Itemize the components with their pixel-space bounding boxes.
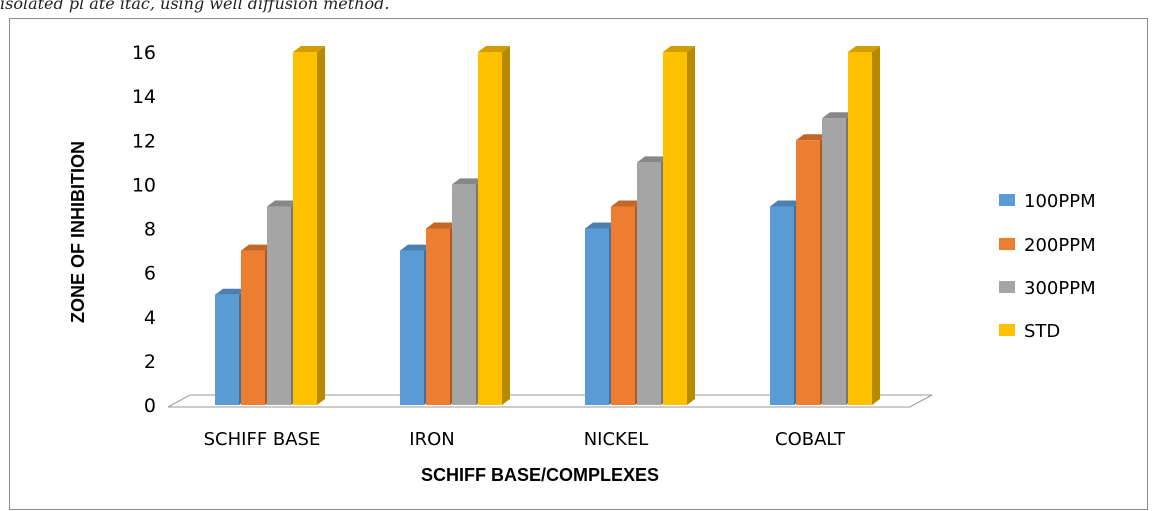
- bar: [663, 46, 695, 405]
- bar-top: [426, 222, 458, 229]
- legend-item: 100PPM: [999, 191, 1096, 212]
- y-tick-label: 8: [144, 219, 156, 241]
- legend-swatch: [999, 324, 1015, 336]
- bar-side: [317, 46, 325, 405]
- bar-front: [452, 184, 476, 405]
- legend-item: STD: [999, 321, 1060, 342]
- legend-swatch: [999, 238, 1015, 250]
- figure-caption: isolated pl até itac, using well diffusi…: [0, 0, 390, 13]
- bar-front: [796, 140, 820, 405]
- x-category-label: NICKEL: [584, 429, 649, 450]
- y-tick-label: 12: [132, 130, 156, 152]
- legend: 100PPM 200PPM 300PPM STD: [999, 191, 1096, 342]
- bar: [848, 46, 880, 405]
- bar-front: [585, 228, 609, 405]
- x-category-label: IRON: [409, 429, 454, 450]
- chart-floor: [167, 394, 933, 408]
- legend-item: 300PPM: [999, 278, 1096, 299]
- legend-swatch: [999, 281, 1015, 293]
- bar-top: [796, 134, 828, 141]
- x-category-label: SCHIFF BASE: [204, 429, 321, 450]
- bar-front: [267, 206, 291, 405]
- y-tick-label: 2: [144, 351, 156, 373]
- legend-label: 100PPM: [1024, 191, 1096, 212]
- y-axis-title: ZONE OF INHIBITION: [68, 141, 88, 323]
- x-axis-categories: SCHIFF BASE IRON NICKEL COBALT: [204, 429, 846, 450]
- y-tick-label: 4: [144, 307, 156, 329]
- legend-swatch: [999, 194, 1015, 206]
- bar-top: [585, 222, 617, 229]
- bar-top: [452, 178, 484, 185]
- bar-top: [611, 200, 643, 207]
- bar-top: [293, 46, 325, 52]
- bar-top: [637, 156, 669, 163]
- y-tick-label: 16: [132, 42, 156, 64]
- chart-frame: [9, 18, 1148, 510]
- bar-top: [400, 244, 432, 251]
- bar-front: [770, 206, 794, 405]
- bar-front: [293, 52, 317, 405]
- bar-side: [687, 46, 695, 405]
- y-tick-label: 10: [132, 174, 156, 196]
- bar-top: [215, 288, 247, 295]
- legend-label: 300PPM: [1024, 278, 1096, 299]
- bar-front: [637, 162, 661, 405]
- bar-front: [822, 118, 846, 405]
- legend-label: 200PPM: [1024, 235, 1096, 256]
- bar-top: [822, 112, 854, 119]
- bar-front: [241, 250, 265, 405]
- bar-front: [663, 52, 687, 405]
- y-axis-ticks: 0 2 4 6 8 10 12 14 16: [132, 42, 156, 417]
- legend-label: STD: [1024, 321, 1060, 342]
- bar: [478, 46, 510, 405]
- bar-front: [611, 206, 635, 405]
- bars: [215, 46, 880, 405]
- bar-front: [400, 250, 424, 405]
- bar-top: [770, 200, 802, 207]
- bar-top: [478, 46, 510, 52]
- y-tick-label: 6: [144, 263, 156, 285]
- bar-front: [215, 294, 239, 405]
- y-tick-label: 14: [132, 86, 156, 108]
- x-axis-title: SCHIFF BASE/COMPLEXES: [421, 465, 659, 485]
- bar: [293, 46, 325, 405]
- bar-side: [502, 46, 510, 405]
- legend-item: 200PPM: [999, 235, 1096, 256]
- bar-top: [848, 46, 880, 52]
- bar-top: [267, 200, 299, 207]
- bar-front: [426, 228, 450, 405]
- bar-front: [478, 52, 502, 405]
- bar-front: [848, 52, 872, 405]
- bar-top: [663, 46, 695, 52]
- bar-top: [241, 244, 273, 251]
- y-tick-label: 0: [144, 395, 156, 417]
- x-category-label: COBALT: [775, 429, 846, 450]
- bar-side: [872, 46, 880, 405]
